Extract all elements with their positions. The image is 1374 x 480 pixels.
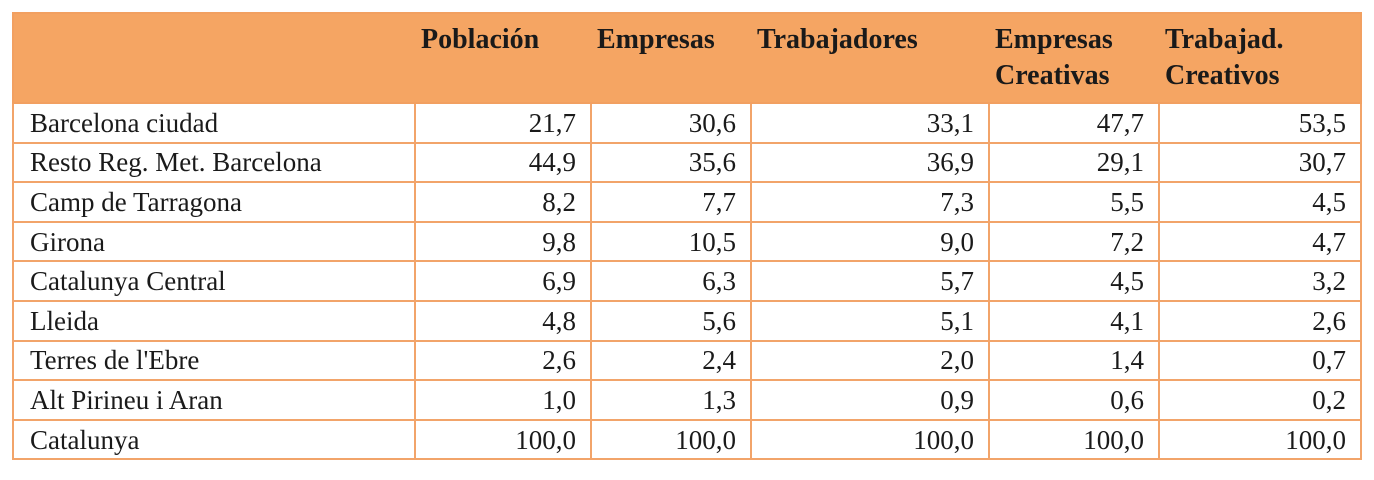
table-row: Catalunya Central 6,9 6,3 5,7 4,5 3,2	[12, 260, 1362, 302]
region-name: Catalunya	[12, 418, 416, 461]
value-poblacion: 4,8	[414, 299, 592, 342]
value-trabajadores: 5,1	[750, 299, 990, 342]
value-trabajadores: 100,0	[750, 418, 990, 461]
value-empresas: 6,3	[590, 260, 752, 302]
value-empresas-creativas: 5,5	[988, 181, 1160, 223]
header-region	[12, 12, 415, 104]
table-row: Lleida 4,8 5,6 5,1 4,1 2,6	[12, 299, 1362, 342]
region-name: Resto Reg. Met. Barcelona	[12, 141, 416, 184]
value-trabajadores-creativos: 0,2	[1158, 379, 1362, 421]
header-trabajadores: Trabajadores	[751, 12, 989, 104]
value-empresas: 35,6	[590, 141, 752, 184]
region-name: Catalunya Central	[12, 260, 416, 302]
value-trabajadores: 5,7	[750, 260, 990, 302]
value-empresas-creativas: 4,5	[988, 260, 1160, 302]
value-empresas: 7,7	[590, 181, 752, 223]
table-row-total: Catalunya 100,0 100,0 100,0 100,0 100,0	[12, 418, 1362, 461]
value-empresas: 1,3	[590, 379, 752, 421]
region-name: Girona	[12, 220, 416, 263]
value-empresas-creativas: 1,4	[988, 339, 1160, 382]
header-trabajadores-creativos: Trabajad. Creativos	[1159, 12, 1362, 104]
table-row: Girona 9,8 10,5 9,0 7,2 4,7	[12, 220, 1362, 263]
value-trabajadores-creativos: 0,7	[1158, 339, 1362, 382]
region-name: Alt Pirineu i Aran	[12, 379, 416, 421]
table-row: Barcelona ciudad 21,7 30,6 33,1 47,7 53,…	[12, 102, 1362, 144]
value-poblacion: 2,6	[414, 339, 592, 382]
value-trabajadores-creativos: 2,6	[1158, 299, 1362, 342]
value-poblacion: 6,9	[414, 260, 592, 302]
value-poblacion: 100,0	[414, 418, 592, 461]
value-trabajadores-creativos: 4,5	[1158, 181, 1362, 223]
value-empresas-creativas: 47,7	[988, 102, 1160, 144]
value-poblacion: 1,0	[414, 379, 592, 421]
value-empresas-creativas: 4,1	[988, 299, 1160, 342]
value-empresas-creativas: 0,6	[988, 379, 1160, 421]
region-name: Barcelona ciudad	[12, 102, 416, 144]
table-header: Población Empresas Trabajadores Empresas…	[12, 12, 1362, 104]
value-trabajadores-creativos: 30,7	[1158, 141, 1362, 184]
value-trabajadores: 9,0	[750, 220, 990, 263]
table-row: Terres de l'Ebre 2,6 2,4 2,0 1,4 0,7	[12, 339, 1362, 382]
value-trabajadores-creativos: 53,5	[1158, 102, 1362, 144]
region-name: Lleida	[12, 299, 416, 342]
header-row: Población Empresas Trabajadores Empresas…	[12, 12, 1362, 104]
header-empresas-creativas: Empresas Creativas	[989, 12, 1159, 104]
value-empresas-creativas: 29,1	[988, 141, 1160, 184]
value-empresas: 2,4	[590, 339, 752, 382]
table-row: Alt Pirineu i Aran 1,0 1,3 0,9 0,6 0,2	[12, 379, 1362, 421]
header-empresas: Empresas	[591, 12, 751, 104]
header-poblacion: Población	[415, 12, 591, 104]
value-trabajadores: 0,9	[750, 379, 990, 421]
value-poblacion: 8,2	[414, 181, 592, 223]
table-row: Resto Reg. Met. Barcelona 44,9 35,6 36,9…	[12, 141, 1362, 184]
value-trabajadores-creativos: 3,2	[1158, 260, 1362, 302]
regional-distribution-table: Población Empresas Trabajadores Empresas…	[12, 12, 1362, 461]
value-trabajadores: 36,9	[750, 141, 990, 184]
value-empresas: 30,6	[590, 102, 752, 144]
value-empresas: 100,0	[590, 418, 752, 461]
value-poblacion: 44,9	[414, 141, 592, 184]
value-empresas-creativas: 100,0	[988, 418, 1160, 461]
region-name: Terres de l'Ebre	[12, 339, 416, 382]
value-trabajadores-creativos: 100,0	[1158, 418, 1362, 461]
value-poblacion: 21,7	[414, 102, 592, 144]
value-trabajadores-creativos: 4,7	[1158, 220, 1362, 263]
value-trabajadores: 7,3	[750, 181, 990, 223]
value-empresas: 10,5	[590, 220, 752, 263]
table-row: Camp de Tarragona 8,2 7,7 7,3 5,5 4,5	[12, 181, 1362, 223]
value-trabajadores: 2,0	[750, 339, 990, 382]
value-poblacion: 9,8	[414, 220, 592, 263]
value-empresas: 5,6	[590, 299, 752, 342]
value-empresas-creativas: 7,2	[988, 220, 1160, 263]
table-body: Barcelona ciudad 21,7 30,6 33,1 47,7 53,…	[12, 102, 1362, 461]
value-trabajadores: 33,1	[750, 102, 990, 144]
region-name: Camp de Tarragona	[12, 181, 416, 223]
